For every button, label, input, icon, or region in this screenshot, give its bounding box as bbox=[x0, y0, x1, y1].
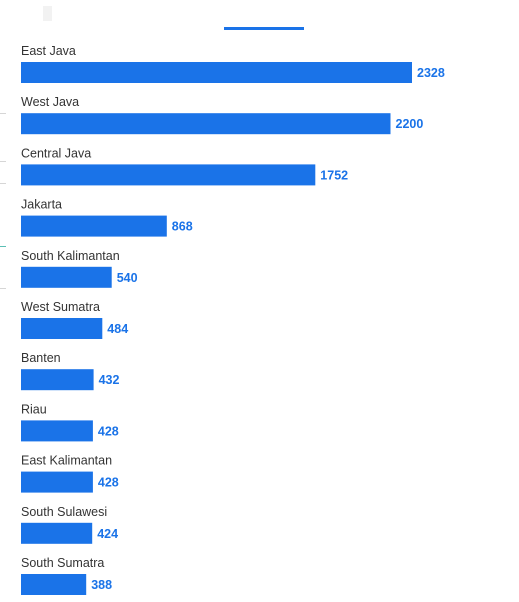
category-label: Banten bbox=[21, 351, 61, 365]
bar[interactable] bbox=[21, 369, 94, 391]
value-label: 424 bbox=[97, 527, 118, 541]
category-label: East Kalimantan bbox=[21, 454, 112, 468]
category-label: South Sulawesi bbox=[21, 505, 107, 519]
bar[interactable] bbox=[21, 266, 112, 288]
value-label: 868 bbox=[172, 220, 193, 234]
edge-tick bbox=[0, 161, 6, 162]
value-label: 2328 bbox=[417, 66, 445, 80]
value-label: 484 bbox=[107, 322, 128, 336]
category-label: East Java bbox=[21, 44, 76, 58]
bar[interactable] bbox=[21, 471, 93, 493]
category-label: West Sumatra bbox=[21, 300, 100, 314]
category-label: Central Java bbox=[21, 146, 91, 160]
bar[interactable] bbox=[21, 164, 316, 186]
bar[interactable] bbox=[21, 215, 167, 237]
category-label: Jakarta bbox=[21, 198, 62, 212]
value-label: 1752 bbox=[320, 168, 348, 182]
bars-group: East Java 2328 West Java 2200 Central Java 17… bbox=[21, 44, 445, 595]
edge-tick bbox=[0, 288, 6, 289]
value-label: 2200 bbox=[396, 117, 424, 131]
category-label: Riau bbox=[21, 402, 47, 416]
active-tab-indicator bbox=[224, 27, 304, 30]
value-label: 388 bbox=[91, 578, 112, 592]
value-label: 432 bbox=[99, 373, 120, 387]
category-label: South Sumatra bbox=[21, 556, 104, 570]
bar[interactable] bbox=[21, 522, 93, 544]
bar[interactable] bbox=[21, 318, 103, 339]
bar[interactable] bbox=[21, 420, 93, 442]
category-label: South Kalimantan bbox=[21, 249, 120, 263]
value-label: 540 bbox=[117, 271, 138, 285]
category-label: West Java bbox=[21, 95, 79, 109]
edge-tick bbox=[0, 113, 6, 114]
edge-tick bbox=[0, 183, 6, 184]
bar[interactable] bbox=[21, 62, 412, 83]
bar[interactable] bbox=[21, 574, 87, 595]
toolbar-square bbox=[43, 6, 52, 21]
bar[interactable] bbox=[21, 113, 391, 135]
value-label: 428 bbox=[98, 424, 119, 438]
value-label: 428 bbox=[98, 476, 119, 490]
edge-tick bbox=[0, 246, 6, 247]
